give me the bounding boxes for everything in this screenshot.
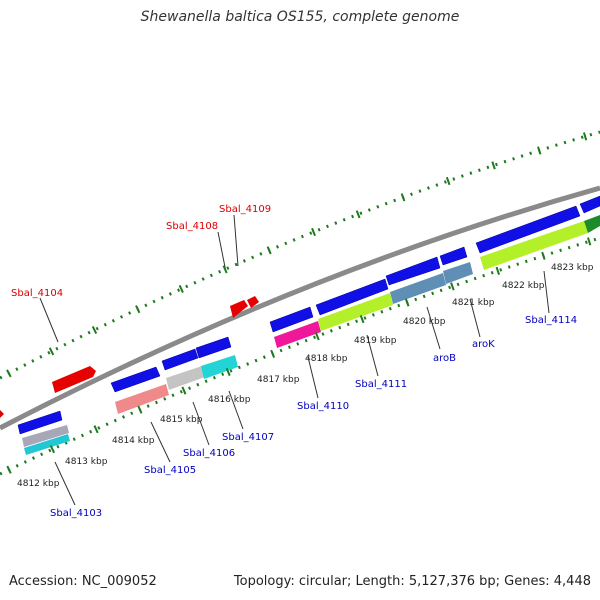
major-tick — [93, 425, 99, 434]
accession-text: Accession: NC_009052 — [9, 574, 157, 589]
major-tick — [404, 298, 410, 307]
major-tick — [178, 284, 184, 293]
genome-backbone — [0, 185, 600, 431]
major-tick — [266, 246, 272, 255]
gene-sbal-4110-block — [274, 321, 321, 348]
major-tick — [400, 193, 406, 202]
gene-label-sbal-4105: Sbal_4105 — [144, 465, 196, 476]
scale-label-4819: 4819 kbp — [354, 336, 397, 346]
topology-text: Topology: circular; Length: 5,127,376 bp… — [233, 574, 591, 589]
gene-label-sbal-4103: Sbal_4103 — [50, 508, 102, 519]
gene-label-sbal-4107: Sbal_4107 — [222, 432, 274, 443]
gene-sbal-4114-block — [480, 215, 600, 270]
major-tick — [359, 315, 365, 324]
gene-label-sbal-4110: Sbal_4110 — [297, 401, 349, 412]
scale-label-4812: 4812 kbp — [17, 479, 60, 489]
scale-label-4820: 4820 kbp — [403, 317, 446, 327]
major-ticks — [6, 132, 592, 474]
gene-arok-block — [443, 262, 473, 284]
gene-sbal-4107-block — [201, 355, 238, 379]
forward-gene-edge — [0, 410, 4, 418]
reverse-gene-labels: Sbal_4103 Sbal_4105 Sbal_4106 Sbal_4107 … — [50, 315, 577, 519]
gene-sbal-4103-block — [22, 425, 70, 455]
gene-label-sbal-4109: Sbal_4109 — [219, 204, 271, 215]
major-tick — [495, 266, 501, 275]
gene-arob-block — [390, 273, 446, 304]
major-tick — [582, 132, 588, 141]
gene-label-sbal-4114: Sbal_4114 — [525, 315, 577, 326]
major-tick — [537, 146, 542, 155]
forward-gene-labels: Sbal_4104 Sbal_4108 Sbal_4109 — [11, 204, 271, 299]
scale-label-4817: 4817 kbp — [257, 375, 300, 385]
major-tick — [135, 305, 141, 314]
gene-label-sbal-4108: Sbal_4108 — [166, 221, 218, 232]
major-tick — [355, 210, 361, 219]
gene-label-sbal-4111: Sbal_4111 — [355, 379, 407, 390]
scale-labels: 4812 kbp 4813 kbp 4814 kbp 4815 kbp 4816… — [17, 263, 594, 489]
inner-tick-track — [0, 236, 600, 476]
scale-label-4814: 4814 kbp — [112, 436, 155, 446]
major-tick — [181, 386, 187, 395]
gene-sbal-4105-block — [115, 384, 169, 414]
major-tick — [49, 445, 56, 454]
scale-label-4816: 4816 kbp — [208, 395, 251, 405]
genome-title: Shewanella baltica OS155, complete genom… — [140, 9, 460, 25]
major-tick — [541, 251, 546, 260]
forward-gene-sbal-4104 — [52, 366, 96, 393]
major-tick — [91, 325, 98, 335]
scale-label-4822: 4822 kbp — [502, 281, 545, 291]
reverse-genes-blue — [17, 195, 600, 435]
major-tick — [48, 347, 55, 356]
major-tick — [311, 227, 316, 237]
forward-gene-sbal-4108 — [230, 300, 248, 318]
gene-sbal-4111-block — [318, 293, 393, 331]
major-tick — [270, 349, 276, 358]
leader-lines — [39, 214, 550, 506]
major-tick — [445, 176, 451, 186]
gene-label-arok: aroK — [472, 339, 495, 350]
major-tick — [225, 367, 231, 377]
forward-gene-sbal-4109 — [247, 296, 259, 308]
major-tick — [587, 237, 592, 246]
gene-sbal-4106-block — [166, 366, 205, 390]
scale-label-4821: 4821 kbp — [452, 298, 495, 308]
major-tick — [450, 282, 455, 291]
scale-label-4815: 4815 kbp — [160, 415, 203, 425]
major-tick — [6, 465, 12, 474]
major-tick — [314, 332, 320, 341]
gene-label-arob: aroB — [433, 353, 456, 364]
scale-label-4823: 4823 kbp — [551, 263, 594, 273]
scale-label-4813: 4813 kbp — [65, 457, 108, 467]
major-tick — [137, 405, 143, 414]
major-tick — [222, 265, 228, 274]
scale-label-4818: 4818 kbp — [305, 354, 348, 364]
major-tick — [491, 161, 496, 170]
major-tick — [6, 369, 12, 378]
gene-label-sbal-4104: Sbal_4104 — [11, 288, 63, 299]
gene-label-sbal-4106: Sbal_4106 — [183, 448, 235, 459]
